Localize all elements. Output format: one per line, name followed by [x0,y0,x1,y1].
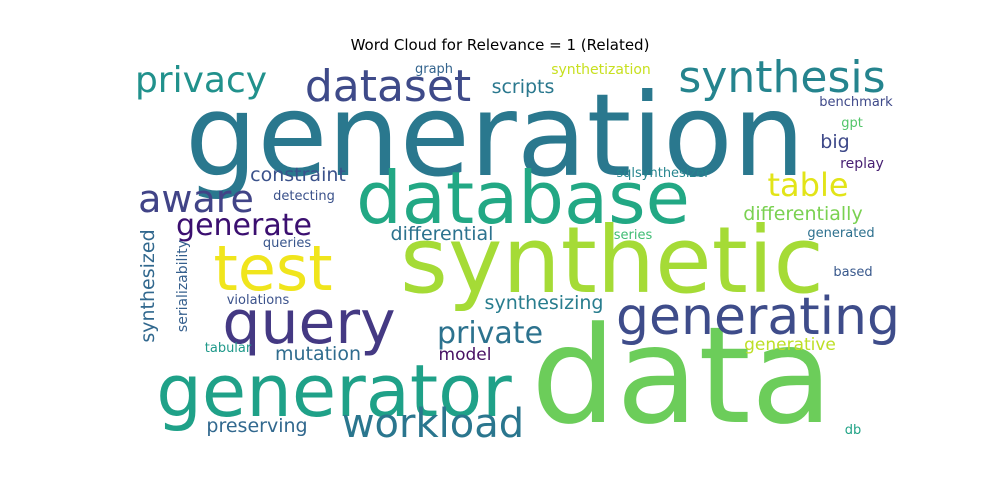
word-queries: queries [263,236,311,251]
chart-title: Word Cloud for Relevance = 1 (Related) [350,36,650,54]
word-database: database [356,156,690,240]
word-synthetization: synthetization [551,62,651,78]
word-generative: generative [744,335,836,355]
word-replay: replay [840,156,884,172]
word-differential: differential [391,223,494,245]
word-generation: generation [185,69,805,202]
word-privacy: privacy [135,60,267,101]
word-based: based [833,265,872,280]
word-aware: aware [138,177,254,221]
word-synthesizing: synthesizing [485,292,604,314]
word-synthetic: synthetic [400,207,824,314]
word-benchmark: benchmark [819,95,893,110]
word-preserving: preserving [206,415,307,437]
word-generator: generator [156,349,512,433]
word-sqlsynthesizer: sqlsynthesizer [616,166,710,181]
word-big: big [820,131,849,153]
word-scripts: scripts [492,76,555,98]
word-violations: violations [227,293,290,308]
word-constraint: constraint [250,164,346,186]
word-model: model [439,345,492,365]
word-synthesized: synthesized [137,229,159,342]
word-tabular: tabular [205,341,252,356]
word-data: data [531,298,833,454]
word-dataset: dataset [305,61,471,112]
word-generated: generated [807,226,874,241]
word-series: series [614,228,653,243]
word-query: query [222,288,395,358]
word-detecting: detecting [273,189,335,204]
word-synthesis: synthesis [678,52,885,103]
word-graph: graph [415,62,453,77]
word-test: test [213,232,332,305]
word-table: table [767,166,848,204]
word-private: private [437,316,543,351]
word-workload: workload [342,401,524,447]
word-serializability: serializability [175,240,191,332]
word-generate: generate [176,208,312,243]
word-generating: generating [616,287,900,347]
word-db: db [845,423,862,438]
word-mutation: mutation [275,343,361,365]
word-differentially: differentially [743,203,862,225]
word-gpt: gpt [841,116,863,131]
